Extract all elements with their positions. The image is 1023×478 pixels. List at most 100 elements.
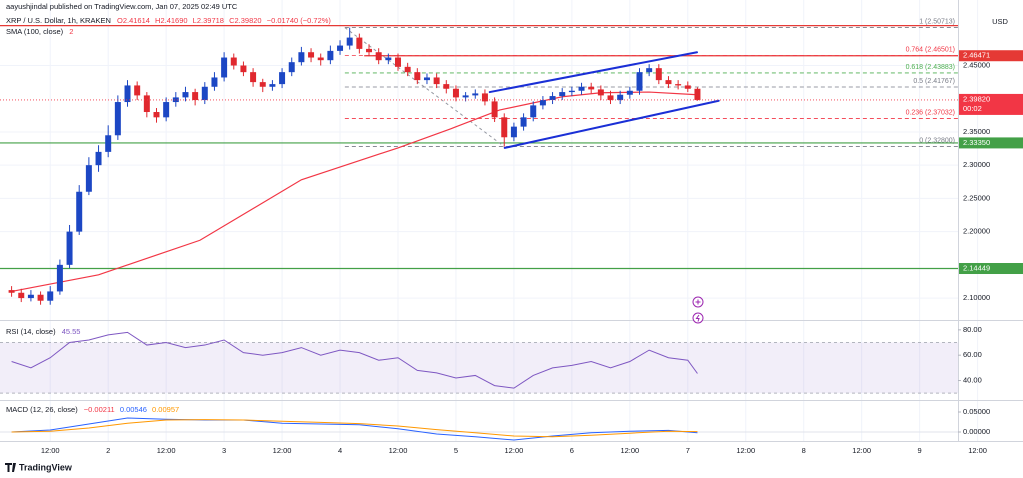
candle-body bbox=[66, 231, 73, 265]
candle-body bbox=[201, 86, 208, 101]
symbol: XRP / U.S. Dollar, 1h, KRAKEN bbox=[6, 16, 111, 25]
candle-body bbox=[694, 88, 701, 101]
x-tick-label: 5 bbox=[454, 446, 458, 455]
grid bbox=[0, 0, 979, 441]
candle-body bbox=[549, 96, 556, 101]
price-tag bbox=[959, 50, 1023, 62]
candle-body bbox=[472, 93, 479, 96]
macd-hist-value: −0.00211 bbox=[84, 405, 115, 414]
price-tag bbox=[959, 137, 1023, 149]
candle-body bbox=[491, 101, 498, 118]
candle-body bbox=[134, 85, 141, 96]
candle-body bbox=[95, 151, 102, 166]
candle-body bbox=[288, 62, 295, 73]
y-tick-label: 2.45000 bbox=[963, 60, 990, 69]
macd-line bbox=[11, 417, 698, 441]
rsi-legend: RSI (14, close) 45.55 bbox=[6, 327, 80, 336]
candle-body bbox=[675, 84, 682, 86]
x-tick-label: 9 bbox=[918, 446, 922, 455]
candle-body bbox=[269, 84, 276, 87]
candle-body bbox=[433, 77, 440, 85]
ohlc-close: C2.39820 bbox=[229, 16, 262, 25]
rsi-value: 45.55 bbox=[62, 327, 81, 336]
candle-body bbox=[636, 72, 643, 91]
candle-body bbox=[443, 84, 450, 89]
candle-body bbox=[76, 191, 83, 232]
candle-body bbox=[172, 97, 179, 103]
y-tick-label: 2.20000 bbox=[963, 227, 990, 236]
candle-body bbox=[462, 95, 469, 98]
candle-body bbox=[375, 52, 382, 61]
candle-body bbox=[240, 65, 247, 73]
rsi-band-fill bbox=[0, 342, 958, 394]
candle-body bbox=[327, 50, 334, 61]
candle-body bbox=[18, 292, 25, 299]
channel-line bbox=[503, 99, 720, 149]
plot: 1 (2.50713) 0.764 (2.46501) 0.618 (2.43883… bbox=[0, 18, 958, 441]
candle-body bbox=[617, 94, 624, 101]
candle-body bbox=[47, 291, 54, 301]
candle-body bbox=[346, 37, 353, 46]
candle-body bbox=[385, 57, 392, 61]
candle-body bbox=[8, 290, 15, 293]
countdown-label: 00:02 bbox=[963, 104, 982, 113]
rsi-tick-label: 60.00 bbox=[963, 350, 982, 359]
candle-body bbox=[230, 57, 237, 66]
candle-body bbox=[250, 72, 257, 83]
x-tick-label: 6 bbox=[570, 446, 574, 455]
candle-body bbox=[452, 88, 459, 98]
x-tick-label: 2 bbox=[106, 446, 110, 455]
candle-body bbox=[298, 52, 305, 63]
y-tick-label: 2.25000 bbox=[963, 193, 990, 202]
sma-legend: SMA (100, close) 2 bbox=[6, 27, 73, 36]
candle-body bbox=[124, 85, 131, 103]
macd-title: MACD (12, 26, close) bbox=[6, 405, 78, 414]
price-tag bbox=[959, 263, 1023, 275]
symbol-line: XRP / U.S. Dollar, 1h, KRAKEN O2.41614 H… bbox=[6, 16, 331, 25]
x-tick-label: 12:00 bbox=[41, 446, 60, 455]
candle-body bbox=[56, 264, 63, 292]
candle-body bbox=[481, 93, 488, 102]
candle-body bbox=[394, 57, 401, 67]
fib-label: 0 (2.32800) bbox=[919, 137, 955, 144]
add-icon-glyph bbox=[695, 299, 701, 305]
macd-line bbox=[11, 419, 698, 438]
candle-body bbox=[684, 85, 691, 89]
y-tick-label: 2.30000 bbox=[963, 160, 990, 169]
sma-label: SMA (100, close) bbox=[6, 27, 64, 36]
candle-body bbox=[501, 117, 508, 138]
candle-body bbox=[607, 95, 614, 101]
candle-body bbox=[259, 82, 266, 87]
x-tick-label: 12:00 bbox=[157, 446, 176, 455]
ohlc-open: O2.41614 bbox=[117, 16, 150, 25]
x-tick-label: 12:00 bbox=[620, 446, 639, 455]
last-price-tag bbox=[959, 93, 1023, 115]
rsi-tick-label: 40.00 bbox=[963, 376, 982, 385]
x-tick-label: 12:00 bbox=[736, 446, 755, 455]
candle-body bbox=[192, 92, 199, 101]
candle-body bbox=[308, 52, 315, 58]
brand: TradingView bbox=[5, 462, 73, 472]
fib-label: 0.5 (2.41767) bbox=[913, 78, 955, 85]
x-tick-label: 12:00 bbox=[968, 446, 987, 455]
rsi-title: RSI (14, close) bbox=[6, 327, 56, 336]
candle-body bbox=[221, 57, 228, 78]
candle-body bbox=[520, 117, 527, 127]
axes: 12:00 2 12:00 3 12:00 4 12:00 5 12:00 6 12:00 7 12:0… bbox=[41, 50, 1023, 455]
indicator-icons bbox=[692, 296, 704, 324]
candle-body bbox=[423, 77, 430, 81]
x-tick-label: 7 bbox=[686, 446, 690, 455]
x-tick-label: 8 bbox=[802, 446, 806, 455]
x-tick-label: 12:00 bbox=[389, 446, 408, 455]
brand-name: TradingView bbox=[19, 462, 73, 472]
ohlc-change: −0.01740 (−0.72%) bbox=[267, 16, 332, 25]
fib-label: 0.236 (2.37032) bbox=[906, 109, 955, 116]
candle-body bbox=[530, 105, 537, 118]
x-tick-label: 12:00 bbox=[273, 446, 292, 455]
ohlc-low: L2.39718 bbox=[193, 16, 224, 25]
macd-signal-value: 0.00957 bbox=[152, 405, 179, 414]
candle-body bbox=[317, 57, 324, 61]
macd-legend: MACD (12, 26, close) −0.00211 0.00546 0.… bbox=[6, 405, 179, 414]
